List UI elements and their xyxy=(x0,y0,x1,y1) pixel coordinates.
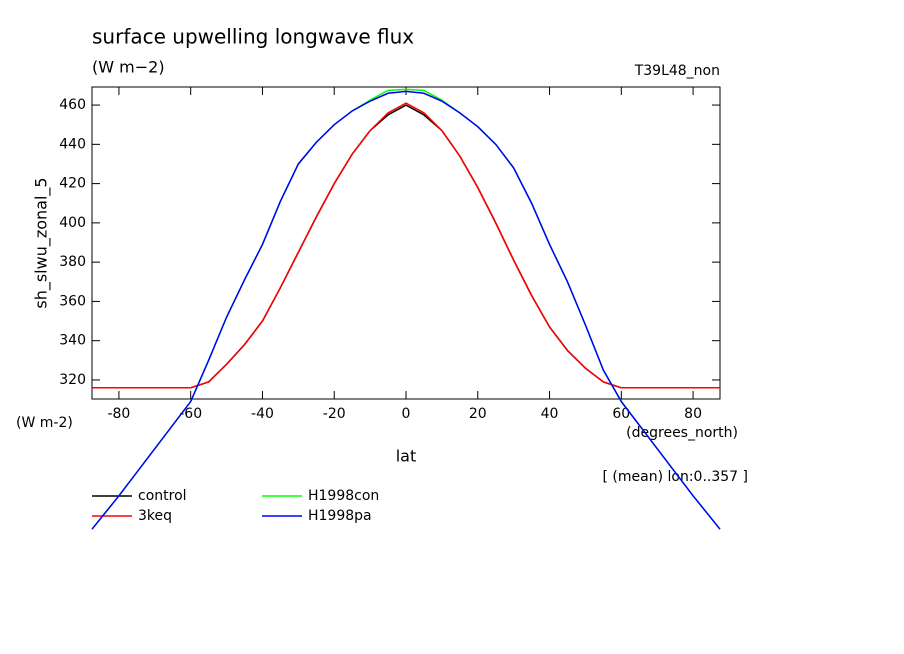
x-tick-label: -40 xyxy=(251,406,274,422)
x-tick-label: -80 xyxy=(107,406,130,422)
chart-title: surface upwelling longwave flux xyxy=(92,25,414,49)
y-axis-label: sh_slwu_zonal_5 xyxy=(32,177,52,308)
x-tick-label: -60 xyxy=(179,406,202,422)
units: (W m−2) xyxy=(92,58,165,77)
y-tick-label: 420 xyxy=(59,176,86,192)
x-tick-label: 80 xyxy=(684,406,702,422)
legend-label: 3keq xyxy=(138,508,172,524)
note: [ (mean) lon:0..357 ] xyxy=(603,469,748,485)
y-tick-label: 380 xyxy=(59,254,86,270)
y-tick-label: 460 xyxy=(59,97,86,113)
series-line xyxy=(92,102,720,389)
x-tick-label: 20 xyxy=(469,406,487,422)
x-tick-label: -20 xyxy=(323,406,346,422)
x-tick-label: 0 xyxy=(402,406,411,422)
x-tick-label: 60 xyxy=(612,406,630,422)
x-axis-label: lat xyxy=(396,447,417,466)
y-units: (W m-2) xyxy=(16,415,73,431)
experiment: T39L48_non xyxy=(634,63,720,79)
legend-label: H1998pa xyxy=(308,508,372,524)
series-line xyxy=(91,90,721,530)
y-tick-label: 360 xyxy=(59,293,86,309)
x-units: (degrees_north) xyxy=(626,425,738,441)
legend-label: control xyxy=(138,488,187,504)
y-tick-label: 320 xyxy=(59,372,86,388)
x-tick-label: 40 xyxy=(541,406,559,422)
legend-label: H1998con xyxy=(308,488,379,504)
y-tick-label: 400 xyxy=(59,215,86,231)
y-tick-label: 340 xyxy=(59,333,86,349)
y-tick-label: 440 xyxy=(59,136,86,152)
